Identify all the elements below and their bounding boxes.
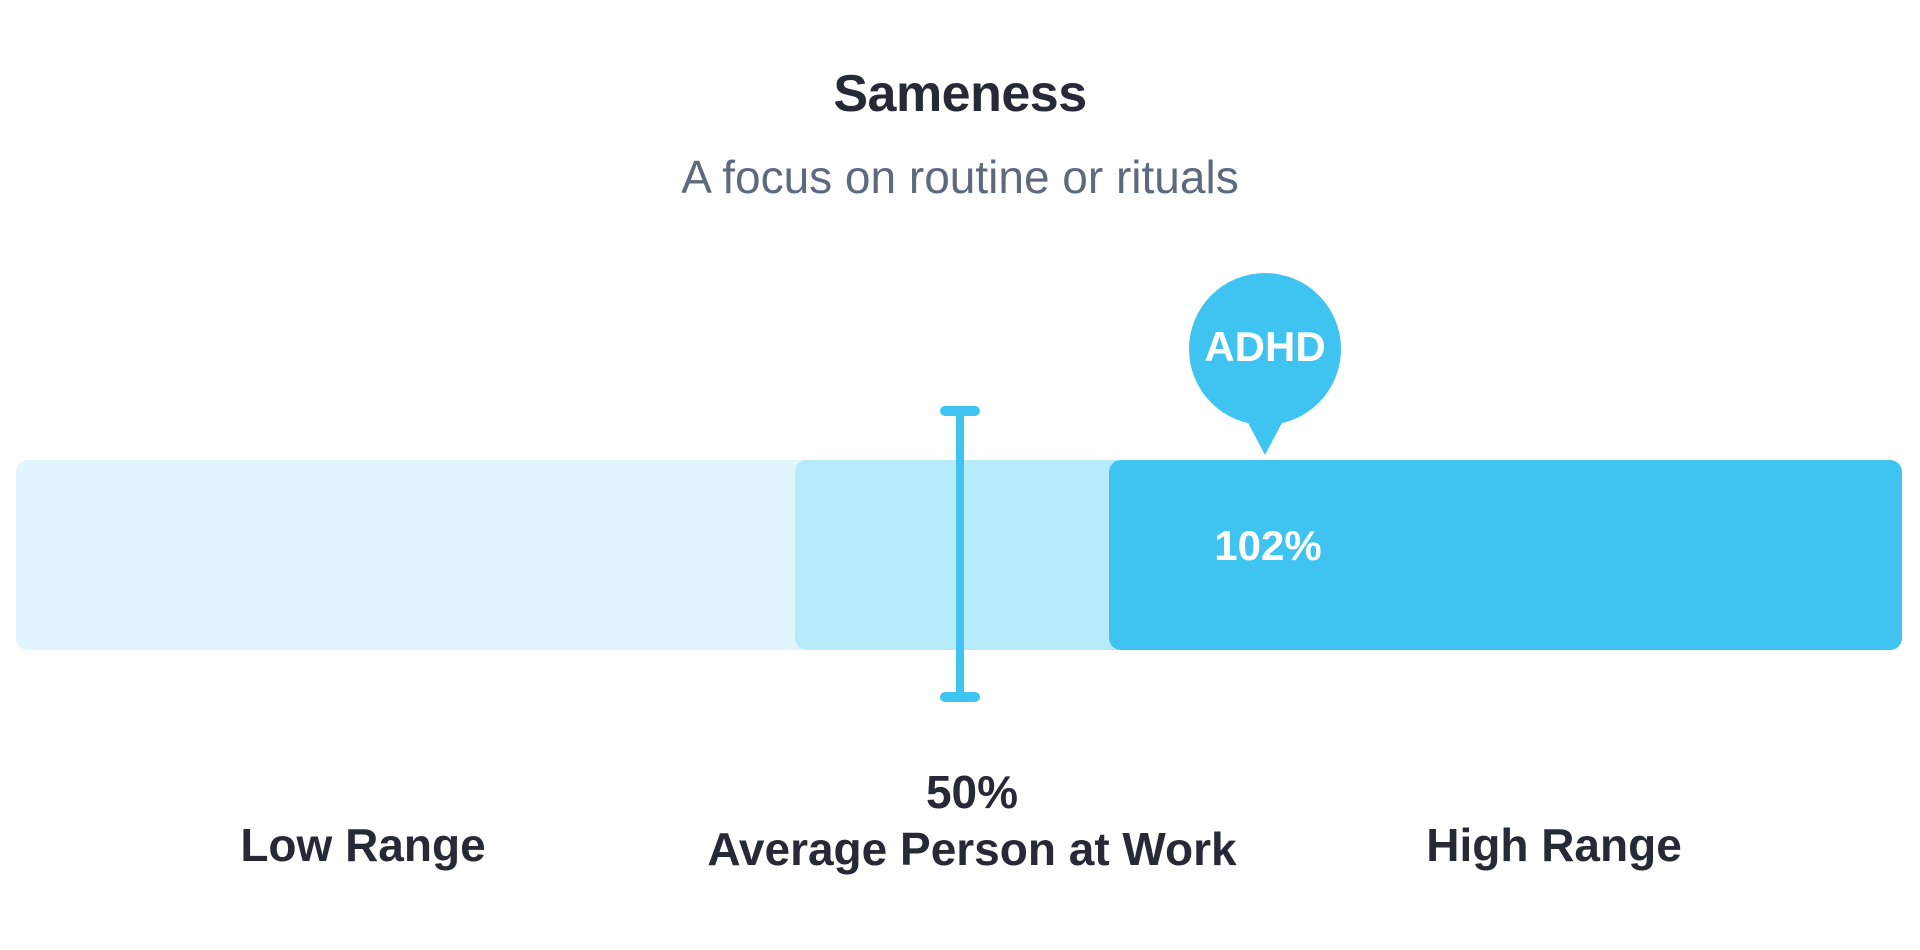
- low-range-label: Low Range: [240, 819, 486, 871]
- chart-subtitle: A focus on routine or rituals: [681, 151, 1239, 203]
- average-marker-bottom-cap: [940, 692, 980, 702]
- average-marker: [940, 406, 980, 702]
- average-marker-top-cap: [940, 406, 980, 416]
- average-marker-stem: [956, 408, 964, 700]
- adhd-pin-label: ADHD: [1204, 323, 1326, 370]
- high-range-band: [1109, 460, 1902, 650]
- adhd-percent-label: 102%: [1214, 522, 1322, 569]
- adhd-pin-pointer: [1245, 417, 1285, 455]
- adhd-pin: ADHD: [1189, 273, 1341, 456]
- chart-title: Sameness: [833, 65, 1087, 123]
- average-label: Average Person at Work: [707, 823, 1237, 875]
- adhd-pin-bubble: [1189, 273, 1341, 425]
- high-range-label: High Range: [1426, 819, 1682, 871]
- average-range-band: [795, 460, 1155, 650]
- average-value-label: 50%: [925, 766, 1019, 818]
